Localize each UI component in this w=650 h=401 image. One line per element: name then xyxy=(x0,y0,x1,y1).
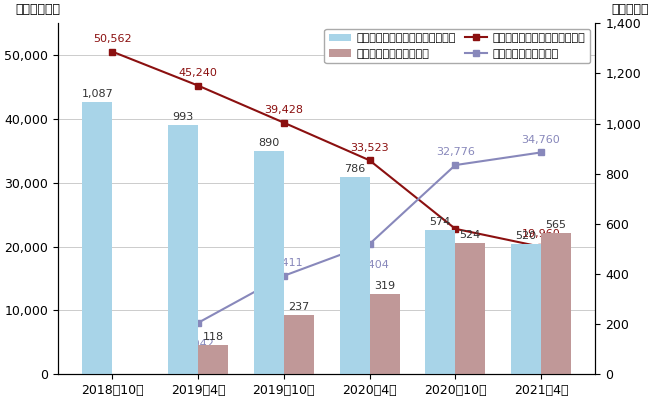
Text: 319: 319 xyxy=(374,281,395,291)
Text: 993: 993 xyxy=(172,112,194,122)
Text: 45,240: 45,240 xyxy=(179,68,218,78)
Text: 574: 574 xyxy=(430,217,451,227)
Text: 32,776: 32,776 xyxy=(436,148,474,158)
Text: 524: 524 xyxy=(460,230,481,240)
Text: 34,760: 34,760 xyxy=(522,135,560,145)
Text: 8,042: 8,042 xyxy=(182,339,214,349)
Bar xyxy=(254,151,284,374)
Text: 1,087: 1,087 xyxy=(81,89,113,99)
Bar xyxy=(511,244,541,374)
Text: 890: 890 xyxy=(258,138,280,148)
Legend: 介護療養型医療施設（ホーム数）, 介護医療院（ホーム数）, 介護療養型医療施設（定員数）, 介護医療院（定員数）: 介護療養型医療施設（ホーム数）, 介護医療院（ホーム数）, 介護療養型医療施設（… xyxy=(324,29,590,63)
Text: 50,562: 50,562 xyxy=(93,34,132,44)
Text: （ホーム数）: （ホーム数） xyxy=(15,3,60,16)
Bar xyxy=(455,243,486,374)
Text: 15,411: 15,411 xyxy=(265,258,303,268)
Text: 786: 786 xyxy=(344,164,365,174)
Text: （定員数）: （定員数） xyxy=(612,3,649,16)
Text: 22,784: 22,784 xyxy=(436,245,475,255)
Bar xyxy=(284,315,314,374)
Bar xyxy=(425,230,455,374)
Text: 520: 520 xyxy=(515,231,536,241)
Bar xyxy=(541,233,571,374)
Text: 118: 118 xyxy=(203,332,224,342)
Bar xyxy=(168,126,198,374)
Bar xyxy=(339,177,370,374)
Text: 19,960: 19,960 xyxy=(522,229,560,239)
Bar xyxy=(198,344,228,374)
Bar xyxy=(370,294,400,374)
Bar xyxy=(83,102,112,374)
Text: 237: 237 xyxy=(288,302,309,312)
Text: 39,428: 39,428 xyxy=(265,105,304,115)
Text: 565: 565 xyxy=(545,219,567,229)
Text: 33,523: 33,523 xyxy=(350,143,389,153)
Text: 20,404: 20,404 xyxy=(350,260,389,270)
